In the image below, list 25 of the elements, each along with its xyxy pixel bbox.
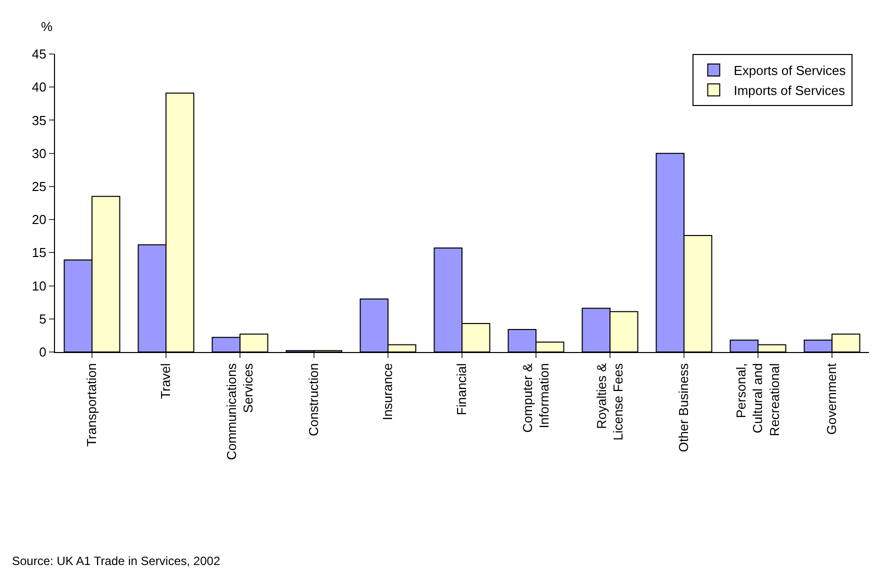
y-tick-label: 40 (32, 80, 46, 95)
y-tick-label: 25 (32, 178, 46, 194)
y-tick-label: 15 (32, 245, 46, 260)
x-tick-label: Communications Services (224, 362, 256, 460)
y-tick-label: 5 (39, 311, 46, 326)
x-tick-label: Royalties & License Fees (594, 362, 626, 441)
x-tick-label: Government (824, 362, 840, 435)
y-tick-label: 45 (32, 46, 46, 62)
y-tick-label: 20 (32, 212, 46, 228)
source-note: Source: UK A1 Trade in Services, 2002 (12, 554, 220, 568)
legend-label: Imports of Services (734, 82, 846, 98)
y-tick-label: 30 (32, 146, 46, 161)
legend-label: Exports of Services (734, 63, 846, 78)
y-tick-label: 0 (39, 344, 46, 360)
x-tick-label: Construction (306, 363, 322, 436)
x-tick-label: Computer & Information (520, 362, 552, 433)
x-tick-label: Personal, Cultural and Recreational (733, 363, 782, 436)
x-tick-label: Transportation (84, 363, 100, 447)
y-axis-title: % (41, 19, 53, 34)
x-tick-label: Insurance (380, 363, 396, 420)
x-tick-label: Travel (158, 363, 174, 399)
x-tick-label: Other Business (676, 362, 692, 452)
y-tick-label: 10 (32, 278, 46, 294)
y-tick-label: 35 (32, 112, 46, 128)
x-tick-label: Financial (454, 363, 470, 416)
